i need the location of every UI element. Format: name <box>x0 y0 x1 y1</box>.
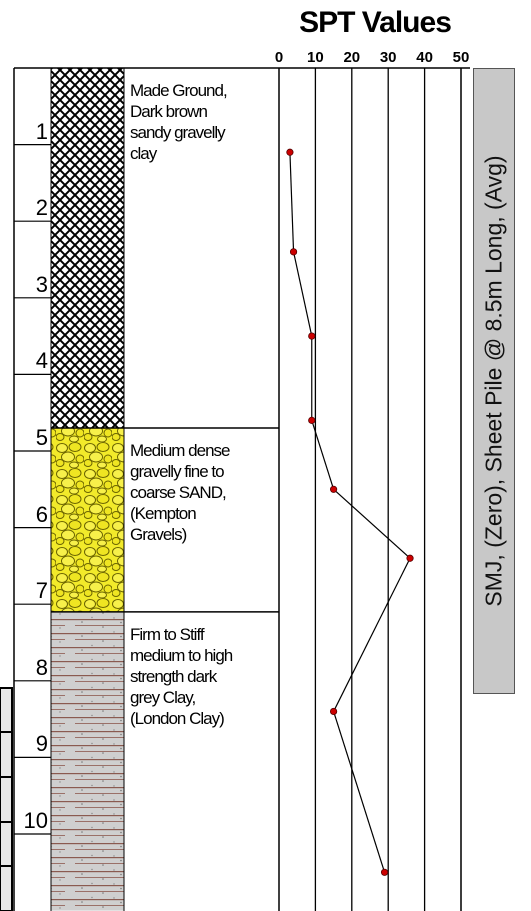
spt-tick-labels: 0 10 20 30 40 50 <box>275 49 470 66</box>
spt-tick-label: 20 <box>343 49 360 66</box>
spt-segment <box>292 251 313 337</box>
stratum-description-3: Firm to Stiff medium to high strength da… <box>130 624 233 728</box>
strata-fills <box>50 68 279 911</box>
spt-series <box>286 148 414 876</box>
depth-label: 9 <box>35 731 48 757</box>
stratum-pattern-2 <box>51 428 124 612</box>
spt-tick-label: 40 <box>416 49 433 66</box>
spt-point <box>329 485 338 493</box>
spt-segment <box>289 152 295 252</box>
spt-chart-title: SPT Values <box>299 6 452 39</box>
spt-segment <box>333 711 386 873</box>
depth-label: 3 <box>35 271 48 297</box>
spt-point <box>308 332 316 340</box>
depth-label: 7 <box>35 578 48 604</box>
spt-segment <box>333 488 411 559</box>
spt-segment <box>333 557 411 712</box>
spt-tick-label: 10 <box>307 49 324 66</box>
left-table-fragment <box>0 687 13 911</box>
depth-label: 1 <box>35 118 48 144</box>
spt-point <box>308 416 316 424</box>
depth-label: 10 <box>23 808 48 833</box>
spt-grid <box>314 68 462 911</box>
spt-point <box>289 248 298 256</box>
spt-tick-label: 0 <box>275 49 283 66</box>
pile-label-box: SMJ, (Zero), Sheet Pile @ 8.5m Long, (Av… <box>473 68 515 694</box>
depth-label: 6 <box>35 501 48 527</box>
stratum-description-1: Made Ground, Dark brown sandy gravelly c… <box>130 81 228 163</box>
spt-point <box>380 868 389 876</box>
depth-ticks <box>14 144 51 835</box>
spt-segment <box>311 420 335 490</box>
stratum-description-2: Medium dense gravelly fine to coarse SAN… <box>130 441 231 545</box>
spt-tick-label: 30 <box>380 49 397 66</box>
spt-point <box>329 707 338 716</box>
stratum-pattern-3 <box>51 611 124 911</box>
spt-point <box>286 148 294 156</box>
stratum-pattern-1 <box>51 68 124 429</box>
depth-label: 5 <box>35 425 48 450</box>
depth-label: 4 <box>35 348 48 374</box>
spt-point <box>406 554 414 562</box>
spt-tick-label: 50 <box>453 49 470 66</box>
depth-label: 8 <box>35 654 48 680</box>
depth-label: 2 <box>35 195 48 221</box>
pile-label: SMJ, (Zero), Sheet Pile @ 8.5m Long, (Av… <box>480 155 507 607</box>
